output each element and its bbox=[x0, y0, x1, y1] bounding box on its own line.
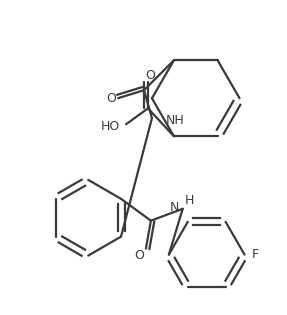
Text: N: N bbox=[170, 201, 179, 214]
Text: NH: NH bbox=[166, 114, 185, 127]
Text: HO: HO bbox=[100, 120, 120, 133]
Text: H: H bbox=[185, 194, 194, 207]
Text: O: O bbox=[134, 249, 144, 262]
Text: F: F bbox=[252, 248, 259, 261]
Text: O: O bbox=[106, 92, 116, 105]
Text: O: O bbox=[145, 69, 155, 82]
